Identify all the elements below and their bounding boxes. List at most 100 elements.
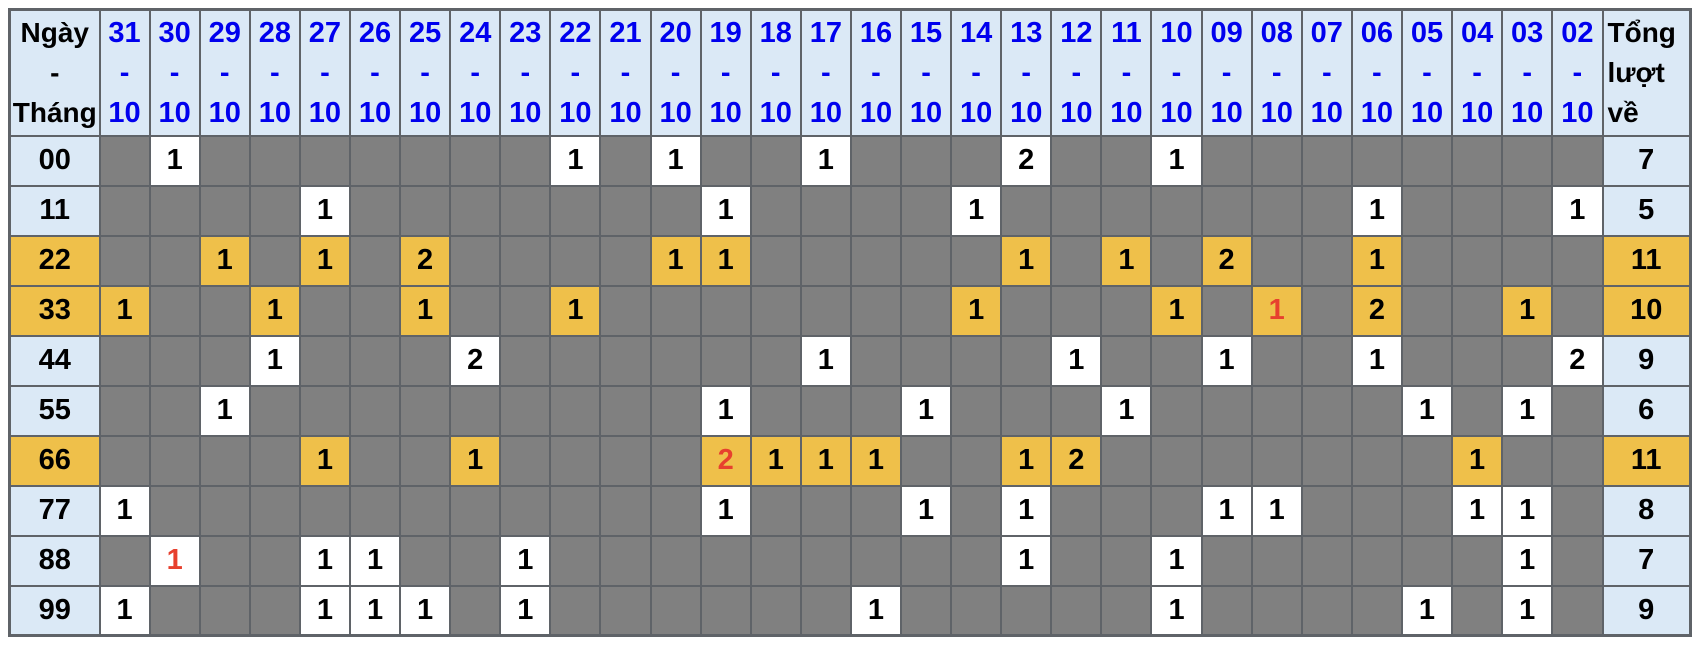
- cell-88-25: [399, 534, 452, 587]
- cell-33-15: [899, 284, 953, 337]
- cell-99-30: [148, 584, 201, 637]
- cell-77-11: [1100, 484, 1153, 537]
- col-header-line: 10: [709, 96, 742, 129]
- cell-77-14: [950, 484, 1003, 537]
- cell-44-24: 2: [449, 334, 502, 387]
- col-header-line: -: [770, 56, 781, 89]
- cell-66-15: [899, 434, 953, 487]
- row-total-22: 11: [1601, 234, 1692, 287]
- col-header-06-10: 06 - 10: [1350, 8, 1403, 137]
- cell-33-17: [799, 284, 852, 337]
- cell-88-09: [1200, 534, 1253, 587]
- cell-00-16: [849, 134, 903, 187]
- col-header-line: -: [420, 56, 430, 89]
- cell-11-09: [1200, 184, 1253, 237]
- cell-99-10: 1: [1150, 584, 1203, 637]
- col-header-line: 16: [859, 16, 893, 49]
- cell-00-06: [1350, 134, 1403, 187]
- cell-99-26: 1: [348, 584, 402, 637]
- cell-66-16: 1: [849, 434, 903, 487]
- cell-11-21: [599, 184, 652, 237]
- cell-99-12: [1050, 584, 1103, 637]
- table-header-row: Ngày - Tháng 31-10 30-10 29-10 28-10 27-10 26…: [8, 8, 1692, 137]
- cell-99-25: 1: [399, 584, 452, 637]
- col-header-line: 10: [1460, 96, 1494, 129]
- cell-22-11: 1: [1100, 234, 1153, 287]
- cell-88-10: 1: [1150, 534, 1203, 587]
- cell-22-20: 1: [649, 234, 702, 287]
- cell-44-14: [950, 334, 1003, 387]
- cell-55-29: 1: [198, 384, 251, 437]
- cell-99-14: [950, 584, 1003, 637]
- cell-22-08: [1250, 234, 1303, 287]
- cell-77-26: [348, 484, 402, 537]
- cell-11-17: [799, 184, 852, 237]
- cell-88-22: [549, 534, 602, 587]
- cell-77-15: 1: [899, 484, 953, 537]
- cell-77-10: [1150, 484, 1203, 537]
- cell-33-28: 1: [248, 284, 301, 337]
- cell-00-10: 1: [1150, 134, 1203, 187]
- col-header-line: -: [1522, 56, 1532, 89]
- col-header-04-10: 04 - 10: [1451, 8, 1504, 137]
- cell-44-06: 1: [1350, 334, 1403, 387]
- cell-33-30: [148, 284, 201, 337]
- cell-00-14: [950, 134, 1003, 187]
- cell-99-28: [248, 584, 301, 637]
- col-header-28-10: 28 - 10: [248, 8, 301, 137]
- cell-66-30: [148, 434, 201, 487]
- col-header-line: 25: [408, 16, 442, 49]
- col-header-line: 18: [759, 16, 792, 49]
- cell-00-04: [1451, 134, 1504, 187]
- col-header-line: 04: [1460, 16, 1494, 49]
- cell-00-07: [1300, 134, 1353, 187]
- row-label-66: 66: [8, 434, 101, 487]
- cell-55-11: 1: [1100, 384, 1153, 437]
- cell-00-30: 1: [148, 134, 201, 187]
- cell-11-18: [749, 184, 802, 237]
- col-header-line: 10: [1160, 96, 1193, 129]
- cell-11-08: [1250, 184, 1303, 237]
- col-header-27-10: 27 - 10: [298, 8, 351, 137]
- cell-11-02: 1: [1551, 184, 1604, 237]
- col-header-line: -: [1071, 56, 1082, 89]
- corner-header-line: -: [50, 56, 60, 88]
- cell-88-24: [449, 534, 502, 587]
- col-header-line: 10: [258, 96, 291, 129]
- cell-88-29: [198, 534, 251, 587]
- cell-00-05: [1400, 134, 1454, 187]
- cell-77-13: 1: [1000, 484, 1053, 537]
- pair-row-00: 00 1 1 1 1 2 1 7: [8, 134, 1692, 187]
- corner-header-line: Ngày: [20, 16, 89, 48]
- cell-55-04: [1451, 384, 1504, 437]
- cell-77-16: [849, 484, 903, 537]
- col-header-line: -: [720, 56, 731, 89]
- cell-88-04: [1451, 534, 1504, 587]
- cell-22-17: [799, 234, 852, 287]
- cell-22-02: [1551, 234, 1604, 287]
- row-total-33: 10: [1601, 284, 1692, 337]
- cell-44-27: [298, 334, 351, 387]
- cell-00-18: [749, 134, 802, 187]
- row-total-77: 8: [1601, 484, 1692, 537]
- cell-66-31: [98, 434, 151, 487]
- cell-00-20: 1: [649, 134, 702, 187]
- cell-99-08: [1250, 584, 1303, 637]
- cell-44-04: [1451, 334, 1504, 387]
- cell-33-05: [1400, 284, 1454, 337]
- cell-99-20: [649, 584, 702, 637]
- cell-00-28: [248, 134, 301, 187]
- cell-66-19: 2: [699, 434, 752, 487]
- cell-33-04: [1451, 284, 1504, 337]
- col-header-line: 05: [1410, 16, 1444, 49]
- col-header-15-10: 15 - 10: [899, 8, 953, 137]
- cell-44-16: [849, 334, 903, 387]
- cell-66-11: [1100, 434, 1153, 487]
- cell-88-03: 1: [1501, 534, 1554, 587]
- cell-44-28: 1: [248, 334, 301, 387]
- cell-55-17: [799, 384, 852, 437]
- col-header-line: 10: [759, 96, 792, 129]
- cell-77-25: [399, 484, 452, 537]
- cell-44-12: 1: [1050, 334, 1103, 387]
- cell-88-13: 1: [1000, 534, 1053, 587]
